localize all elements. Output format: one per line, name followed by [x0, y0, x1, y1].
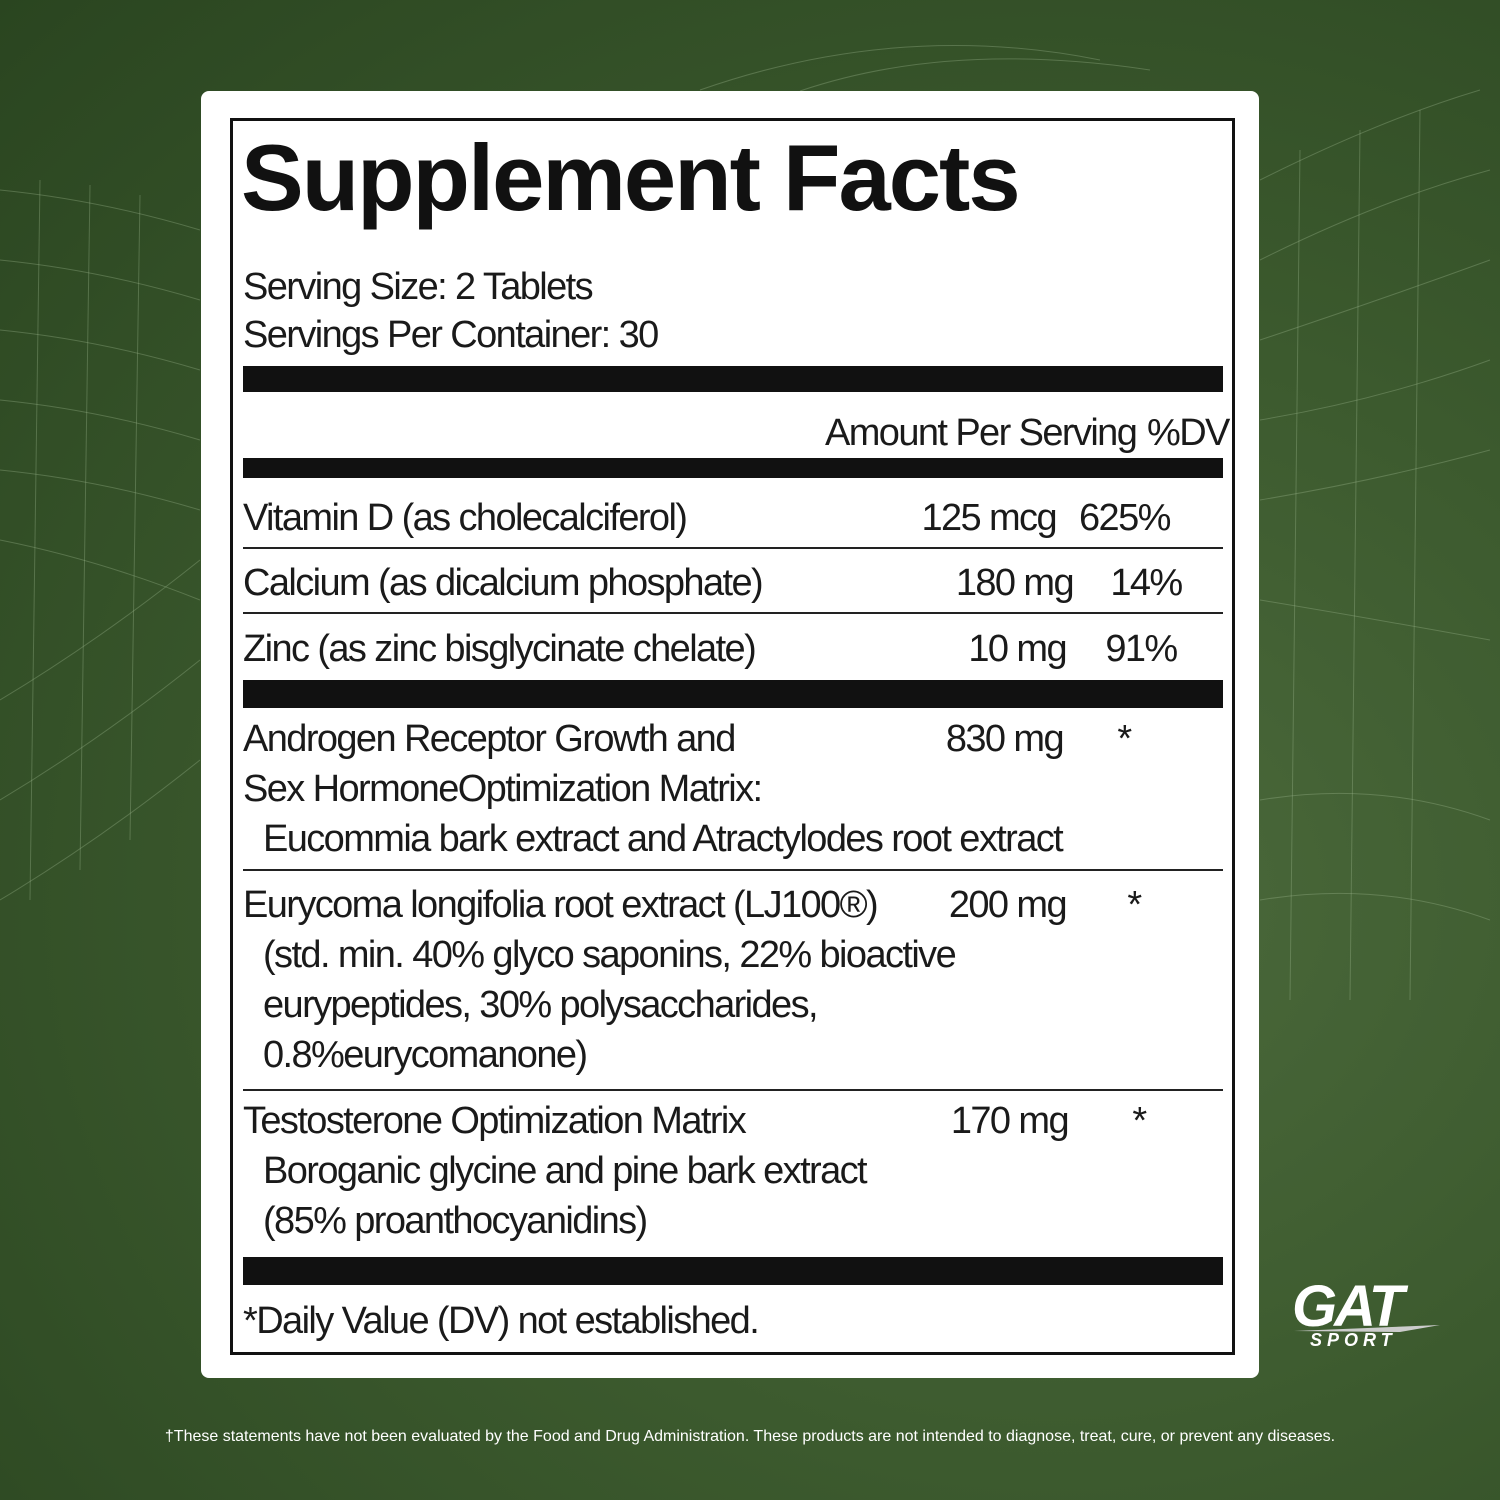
nutrient-name: Calcium (as dicalcium phosphate) — [243, 562, 764, 604]
blend-dv: * — [1132, 1100, 1147, 1142]
divider-thick — [243, 1257, 1223, 1285]
nutrient-dv: 625% — [1079, 497, 1171, 539]
divider-thick — [243, 458, 1223, 478]
divider — [243, 1089, 1223, 1091]
divider — [243, 612, 1223, 614]
panel-title: Supplement Facts — [241, 125, 1021, 230]
blend-amount: 200 mg — [948, 884, 1068, 926]
footnote: *Daily Value (DV) not established. — [243, 1300, 760, 1342]
blend-ingredients: (std. min. 40% glyco saponins, 22% bioac… — [263, 934, 957, 976]
divider — [243, 547, 1223, 549]
blend-dv: * — [1127, 884, 1142, 926]
nutrient-amount: 10 mg — [968, 628, 1067, 670]
dv-header: %DV — [1147, 412, 1230, 454]
blend-ingredients: (85% proanthocyanidins) — [263, 1200, 648, 1242]
nutrient-name: Zinc (as zinc bisglycinate chelate) — [243, 628, 757, 670]
nutrient-dv: 91% — [1105, 628, 1178, 670]
label-border — [230, 118, 1235, 1355]
divider — [243, 869, 1223, 871]
divider-thick — [243, 680, 1223, 708]
supplement-facts-panel: Supplement Facts Serving Size: 2 Tablets… — [201, 91, 1259, 1378]
gat-sport-logo: GAT SPORT — [1292, 1280, 1440, 1350]
blend-ingredients: Eucommia bark extract and Atractylodes r… — [263, 818, 1064, 860]
fda-disclaimer: †These statements have not been evaluate… — [164, 1428, 1336, 1445]
logo-sub: SPORT — [1310, 1330, 1397, 1350]
blend-dv: * — [1117, 718, 1132, 760]
nutrient-dv: 14% — [1110, 562, 1183, 604]
blend-ingredients: eurypeptides, 30% polysaccharides, — [263, 984, 819, 1026]
blend-name: Testosterone Optimization Matrix — [243, 1100, 747, 1142]
blend-amount: 170 mg — [950, 1100, 1070, 1142]
nutrient-amount: 180 mg — [955, 562, 1075, 604]
blend-amount: 830 mg — [945, 718, 1065, 760]
servings-per-container: Servings Per Container: 30 — [243, 314, 659, 356]
blend-name: Sex HormoneOptimization Matrix: — [243, 768, 763, 810]
divider-thick — [243, 366, 1223, 392]
blend-ingredients: Boroganic glycine and pine bark extract — [263, 1150, 868, 1192]
nutrient-name: Vitamin D (as cholecalciferol) — [243, 497, 688, 539]
serving-size: Serving Size: 2 Tablets — [243, 266, 594, 308]
blend-ingredients: 0.8%eurycomanone) — [263, 1034, 588, 1076]
nutrient-amount: 125 mcg — [921, 497, 1057, 539]
amount-header: Amount Per Serving — [825, 412, 1138, 454]
blend-name: Androgen Receptor Growth and — [243, 718, 736, 760]
blend-name: Eurycoma longifolia root extract (LJ100®… — [243, 884, 879, 926]
